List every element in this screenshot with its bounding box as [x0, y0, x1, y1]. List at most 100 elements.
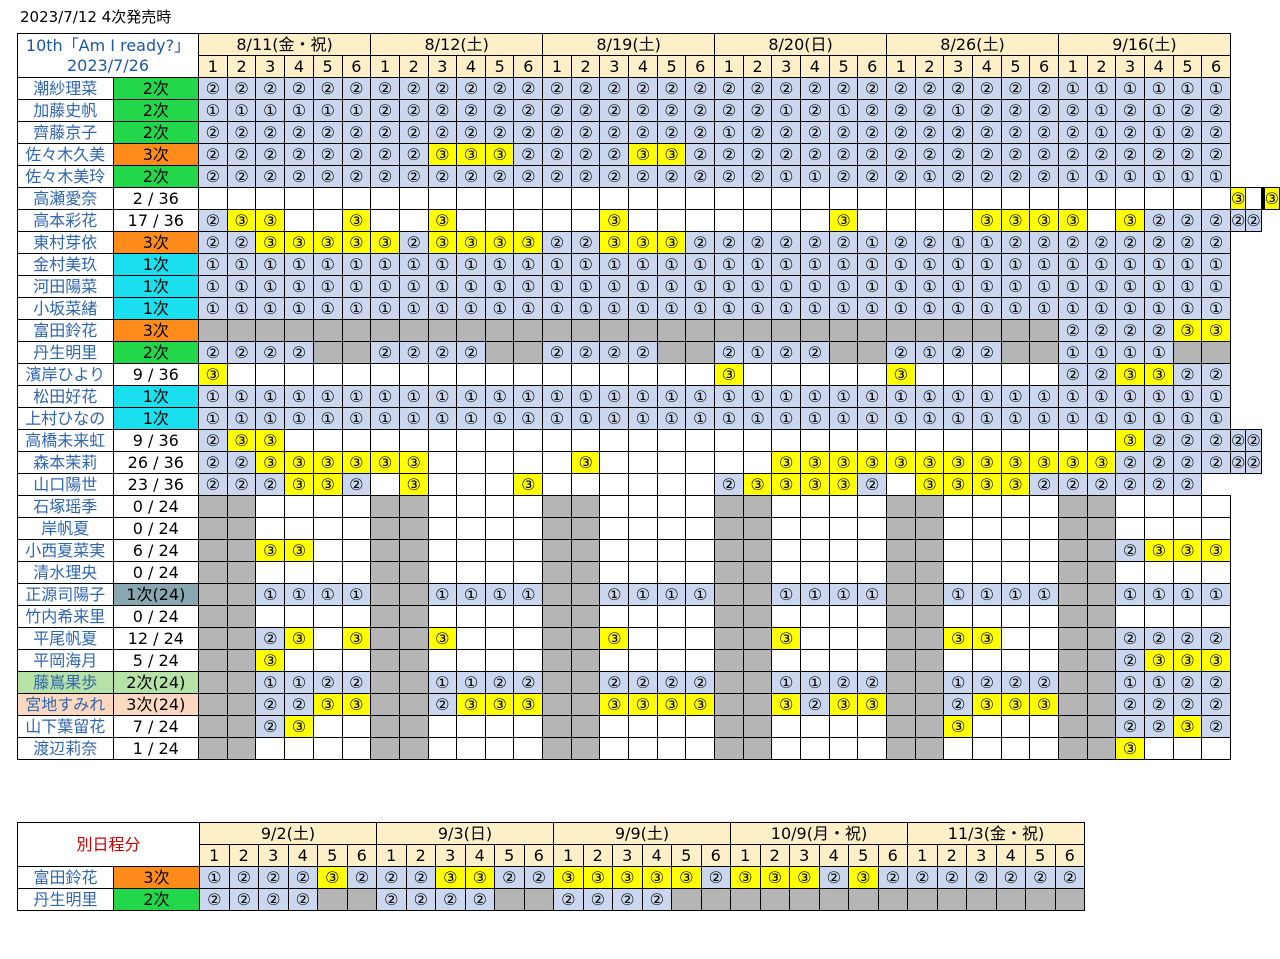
slot-mark: ③: [789, 866, 820, 889]
unavailable-slot: [857, 341, 888, 364]
empty-slot: [312, 363, 343, 386]
slot-mark: ②: [628, 121, 658, 144]
empty-slot: [456, 429, 486, 452]
empty-slot: [255, 187, 286, 210]
slot-mark: ①: [1143, 341, 1174, 364]
slot-mark: ①: [1172, 583, 1203, 606]
slot-mark: ①: [1115, 275, 1145, 298]
slot-number: 4: [628, 55, 658, 78]
slot-mark: ②: [312, 165, 343, 188]
slot-mark: ①: [370, 253, 400, 276]
member-name: 石塚瑶季: [17, 495, 114, 518]
slot-mark: ①: [1201, 583, 1231, 606]
empty-slot: [341, 649, 372, 672]
sales-status: 1次(24): [112, 583, 199, 606]
unavailable-slot: [542, 583, 572, 606]
slot-mark: ②: [1201, 715, 1231, 738]
empty-slot: [284, 649, 314, 672]
unavailable-slot: [398, 649, 429, 672]
empty-slot: [456, 473, 486, 496]
empty-slot: [1201, 561, 1231, 584]
slot-mark: ①: [427, 583, 458, 606]
member-row: 高本彩花 17 / 36 ② ③ ③ ③ ③ ③ ③ ③ ③ ③ ③ ③ ② ② ② ② ②: [17, 209, 1280, 232]
slot-mark: ③: [341, 209, 372, 232]
empty-slot: [341, 605, 372, 628]
unavailable-slot: [656, 341, 687, 364]
empty-slot: [599, 737, 630, 760]
slot-mark: ③: [255, 429, 286, 452]
slot-mark: ①: [800, 275, 830, 298]
empty-slot: [484, 429, 515, 452]
member-row: 佐々木久美 3次 ② ② ② ② ② ② ② ② ③ ③ ③ ② ② ② ② ③ ③ ② ② ② ② ② ② ② ② ② ② ② ② ② ② ② ②…: [17, 143, 1280, 166]
slot-mark: ②: [1000, 143, 1031, 166]
empty-slot: [943, 539, 973, 562]
slot-mark: ③: [1029, 209, 1059, 232]
slot-mark: ①: [685, 583, 716, 606]
slot-mark: ①: [886, 407, 916, 430]
slot-mark: ①: [943, 253, 973, 276]
empty-slot: [599, 429, 630, 452]
slot-mark: ③: [628, 693, 658, 716]
slot-mark: ①: [542, 275, 572, 298]
slot-mark: ②: [370, 77, 400, 100]
empty-slot: [226, 187, 257, 210]
slot-mark: ②: [943, 143, 973, 166]
unavailable-slot: [742, 517, 773, 540]
slot-mark: ②: [197, 165, 228, 188]
empty-slot: [685, 473, 716, 496]
slot-mark: ③: [1115, 429, 1145, 452]
slot-mark: ②: [1029, 231, 1059, 254]
empty-slot: [513, 605, 544, 628]
slot-mark: ②: [742, 165, 773, 188]
slot-mark: ①: [484, 407, 515, 430]
unavailable-slot: [317, 888, 348, 911]
slot-mark: ③: [312, 231, 343, 254]
empty-slot: [886, 209, 916, 232]
slot-mark: ②: [1201, 363, 1231, 386]
slot-mark: ②: [1057, 319, 1088, 342]
slot-mark: ③: [317, 866, 348, 889]
slot-mark: ②: [255, 627, 286, 650]
empty-slot: [1201, 605, 1231, 628]
empty-slot: [284, 363, 314, 386]
sales-status: 3次: [112, 231, 199, 254]
slot-mark: ①: [1057, 297, 1088, 320]
slot-mark: ①: [570, 385, 601, 408]
member-name: 上村ひなの: [17, 407, 114, 430]
slot-mark: ②: [542, 231, 572, 254]
slot-mark: ①: [599, 407, 630, 430]
slot-mark: ③: [255, 231, 286, 254]
unavailable-slot: [714, 737, 744, 760]
slot-mark: ②: [936, 866, 967, 889]
slot-mark: ①: [484, 297, 515, 320]
member-row: 齊藤京子 2次 ② ② ② ② ② ② ② ② ② ② ② ② ② ② ② ② ② ② ① ② ② ② ② ② ② ② ② ② ② ② ② ① ② ①…: [17, 121, 1280, 144]
unavailable-slot: [456, 319, 486, 342]
unavailable-slot: [914, 583, 945, 606]
slot-mark: ②: [685, 121, 716, 144]
unavailable-slot: [370, 561, 400, 584]
empty-slot: [828, 605, 859, 628]
unavailable-slot: [570, 561, 601, 584]
slot-mark: ③: [427, 627, 458, 650]
slot-mark: ①: [1086, 407, 1117, 430]
empty-slot: [341, 495, 372, 518]
slot-number: 5: [1000, 55, 1031, 78]
slot-mark: ③: [1229, 187, 1247, 210]
slot-mark: ③: [284, 451, 314, 474]
slot-mark: ②: [570, 341, 601, 364]
slot-mark: ②: [197, 231, 228, 254]
slot-mark: ①: [685, 407, 716, 430]
slot-mark: ③: [771, 473, 802, 496]
unavailable-slot: [398, 627, 429, 650]
slot-mark: ②: [714, 165, 744, 188]
unavailable-slot: [1086, 649, 1117, 672]
empty-slot: [685, 451, 716, 474]
slot-mark: ①: [570, 297, 601, 320]
slot-mark: ①: [570, 275, 601, 298]
empty-slot: [971, 187, 1002, 210]
slot-mark: ①: [484, 275, 515, 298]
slot-mark: ③: [484, 693, 515, 716]
slot-mark: ③: [513, 473, 544, 496]
sales-status: 7 / 24: [112, 715, 199, 738]
slot-mark: ①: [284, 385, 314, 408]
